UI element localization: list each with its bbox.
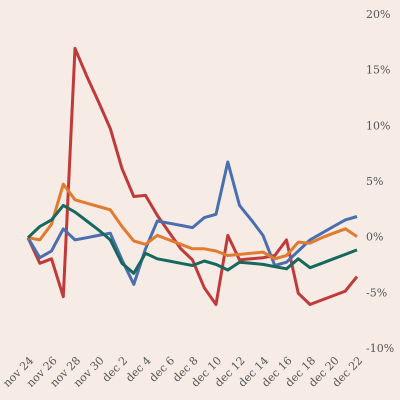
series-line xyxy=(27,182,358,261)
series-line xyxy=(26,160,358,286)
y-tick-label: -5% xyxy=(366,286,387,299)
y-tick-label: -10% xyxy=(366,342,394,355)
x-tick-label: dec 6 xyxy=(147,354,178,385)
y-tick-label: 20% xyxy=(366,8,390,21)
y-tick-label: 5% xyxy=(366,175,383,188)
y-tick-label: 15% xyxy=(366,64,390,77)
x-tick-label: dec 2 xyxy=(100,354,131,385)
y-tick-label: 10% xyxy=(366,119,390,132)
series-line xyxy=(26,46,359,306)
y-tick-label: 0% xyxy=(366,231,383,244)
x-tick-label: dec 4 xyxy=(123,354,154,385)
series-line xyxy=(26,203,358,275)
